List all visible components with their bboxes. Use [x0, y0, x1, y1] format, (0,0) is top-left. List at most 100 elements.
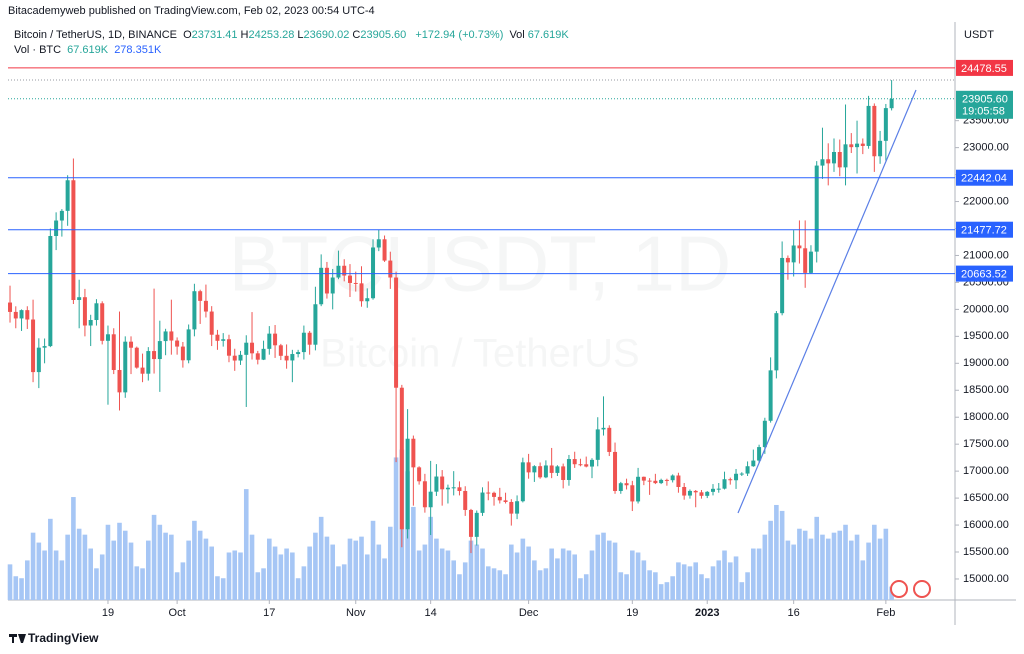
candle-body: [290, 354, 295, 361]
candle-body: [267, 333, 272, 349]
candle-body: [169, 331, 174, 341]
volume-bar: [710, 566, 716, 600]
volume-bar: [232, 550, 238, 600]
volume-bar: [220, 578, 226, 600]
volume-bar: [658, 584, 664, 600]
volume-bar: [255, 572, 261, 600]
candle-body: [607, 427, 612, 452]
candle-body: [255, 353, 260, 360]
volume-bar: [359, 536, 364, 600]
symbol: Bitcoin / TetherUS, 1D, BINANCE: [14, 29, 178, 41]
candle-body: [42, 346, 47, 348]
volume-bar: [376, 544, 382, 600]
y-tick-label: 17000.00: [963, 465, 1009, 477]
candle-body: [399, 387, 404, 530]
candle-body: [780, 257, 785, 314]
candle-body: [186, 329, 191, 361]
candle-body: [261, 348, 266, 360]
event-icon[interactable]: [890, 580, 908, 598]
candle-body: [814, 165, 819, 252]
candle-body: [584, 464, 589, 467]
y-tick-label: 16000.00: [963, 519, 1009, 531]
y-tick-label: 18500.00: [963, 384, 1009, 396]
volume-bar: [733, 556, 739, 600]
candle-body: [347, 275, 352, 283]
candle-body: [123, 341, 128, 393]
volume-bar: [647, 570, 652, 600]
volume-bar: [785, 540, 791, 600]
volume-bar: [336, 566, 341, 600]
candle-body: [636, 476, 641, 502]
level-label-bg: [956, 59, 1013, 76]
level-label-bg: [956, 221, 1013, 238]
y-tick-label: 20000.00: [963, 303, 1009, 315]
volume-bar: [36, 542, 42, 600]
brand: TradingView: [28, 631, 99, 645]
candle-body: [163, 331, 168, 342]
volume-bar: [670, 576, 675, 600]
volume-bar: [7, 564, 13, 600]
candle-body: [872, 105, 877, 157]
volume-bar: [727, 562, 733, 600]
volume-bar: [88, 548, 93, 600]
last-price-bg: [956, 90, 1013, 119]
candle-body: [394, 277, 399, 388]
candle-body: [578, 464, 583, 466]
candle-body: [376, 239, 381, 248]
ohlc-key: L: [297, 29, 304, 41]
volume-bar: [53, 550, 59, 600]
volume-bar: [301, 566, 307, 600]
level-label: 21477.72: [961, 225, 1007, 237]
volume-bar: [704, 578, 710, 600]
candle-body: [382, 239, 387, 261]
candle-body: [411, 438, 416, 468]
candle-body: [543, 465, 548, 478]
candle-body: [492, 492, 497, 497]
candle-body: [238, 354, 243, 361]
ohlc-key: C: [352, 29, 361, 41]
candle-body: [388, 260, 393, 278]
volume-bar: [848, 540, 854, 600]
volume-bar: [820, 534, 825, 600]
candle-body: [866, 105, 871, 146]
candle-body: [324, 267, 329, 294]
volume-bar: [388, 526, 393, 600]
candle-body: [342, 265, 347, 276]
change: +172.94 (+0.73%): [415, 29, 504, 41]
volume-bar: [192, 520, 197, 600]
candle-body: [705, 491, 710, 496]
candle-body: [653, 480, 658, 484]
volume-bar: [261, 568, 266, 600]
volume-bar: [353, 540, 359, 600]
volume-bar: [186, 540, 191, 600]
volume-bar: [606, 540, 612, 600]
volume-bar: [99, 554, 105, 600]
volume-bar: [117, 522, 122, 600]
candle-body: [664, 479, 669, 481]
candle-body: [232, 355, 237, 361]
candle-body: [682, 486, 687, 496]
volume-bar: [295, 578, 301, 600]
candle-body: [244, 342, 249, 355]
volume-bar: [514, 552, 520, 600]
candle-body: [843, 144, 848, 168]
candle-body: [152, 351, 157, 360]
volume-bar: [854, 534, 860, 600]
ohlc-key: H: [240, 29, 249, 41]
candle-body: [54, 220, 59, 237]
volume-bar: [739, 582, 745, 600]
y-tick-label: 19500.00: [963, 330, 1009, 342]
candle-body: [440, 476, 445, 490]
volume-bar: [428, 516, 433, 600]
candle-body: [739, 473, 744, 475]
candle-body: [826, 159, 831, 164]
volume-bar: [751, 548, 756, 600]
candle-body: [734, 473, 739, 481]
volume-bar: [566, 550, 572, 600]
event-icon[interactable]: [913, 580, 931, 598]
trend-line: [737, 89, 917, 514]
ohlc-value: 23690.02: [303, 29, 350, 41]
candle-body: [111, 334, 116, 370]
volume-bar: [589, 550, 595, 600]
volume-bar: [664, 582, 670, 600]
